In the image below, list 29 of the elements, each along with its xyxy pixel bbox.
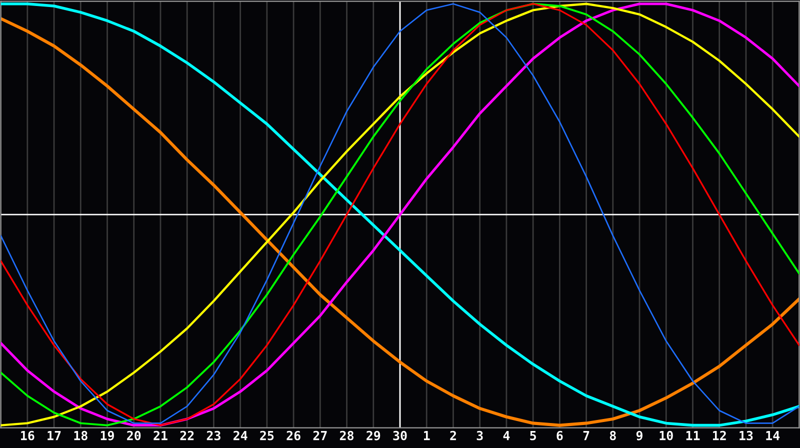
x-tick-label: 4 — [503, 431, 510, 440]
x-tick-label: 23 — [206, 430, 220, 440]
x-tick-label: 3 — [476, 430, 483, 440]
x-tick-label: 5 — [530, 431, 536, 440]
x-tick-label: 11 — [686, 431, 700, 440]
x-tick-label: 26 — [286, 430, 300, 440]
x-tick-label: 25 — [260, 430, 274, 440]
x-tick-label: 7 — [583, 431, 590, 440]
x-tick-label: 21 — [154, 430, 168, 440]
x-tick-label: 6 — [556, 430, 563, 440]
x-tick-label: 9 — [636, 430, 642, 440]
x-tick-label: 10 — [660, 430, 673, 440]
x-tick-label: 28 — [340, 430, 354, 440]
x-tick-label: 20 — [127, 430, 141, 440]
x-tick-label: 29 — [366, 430, 380, 440]
x-tick-label: 12 — [712, 430, 726, 440]
x-tick-label: 22 — [180, 430, 194, 440]
x-tick-label: 8 — [610, 430, 616, 440]
x-tick-label: 18 — [74, 430, 88, 440]
x-tick-label: 27 — [313, 430, 327, 440]
x-tick-label: 24 — [233, 430, 248, 440]
x-tick-label: 30 — [393, 430, 407, 440]
x-tick-label: 17 — [48, 431, 61, 440]
x-tick-label: 13 — [740, 430, 753, 440]
x-tick-label: 2 — [450, 430, 456, 440]
x-tick-label: 16 — [21, 430, 34, 440]
x-tick-label: 19 — [100, 430, 114, 440]
x-tick-label: 14 — [766, 431, 780, 440]
x-tick-label: 1 — [424, 431, 430, 440]
